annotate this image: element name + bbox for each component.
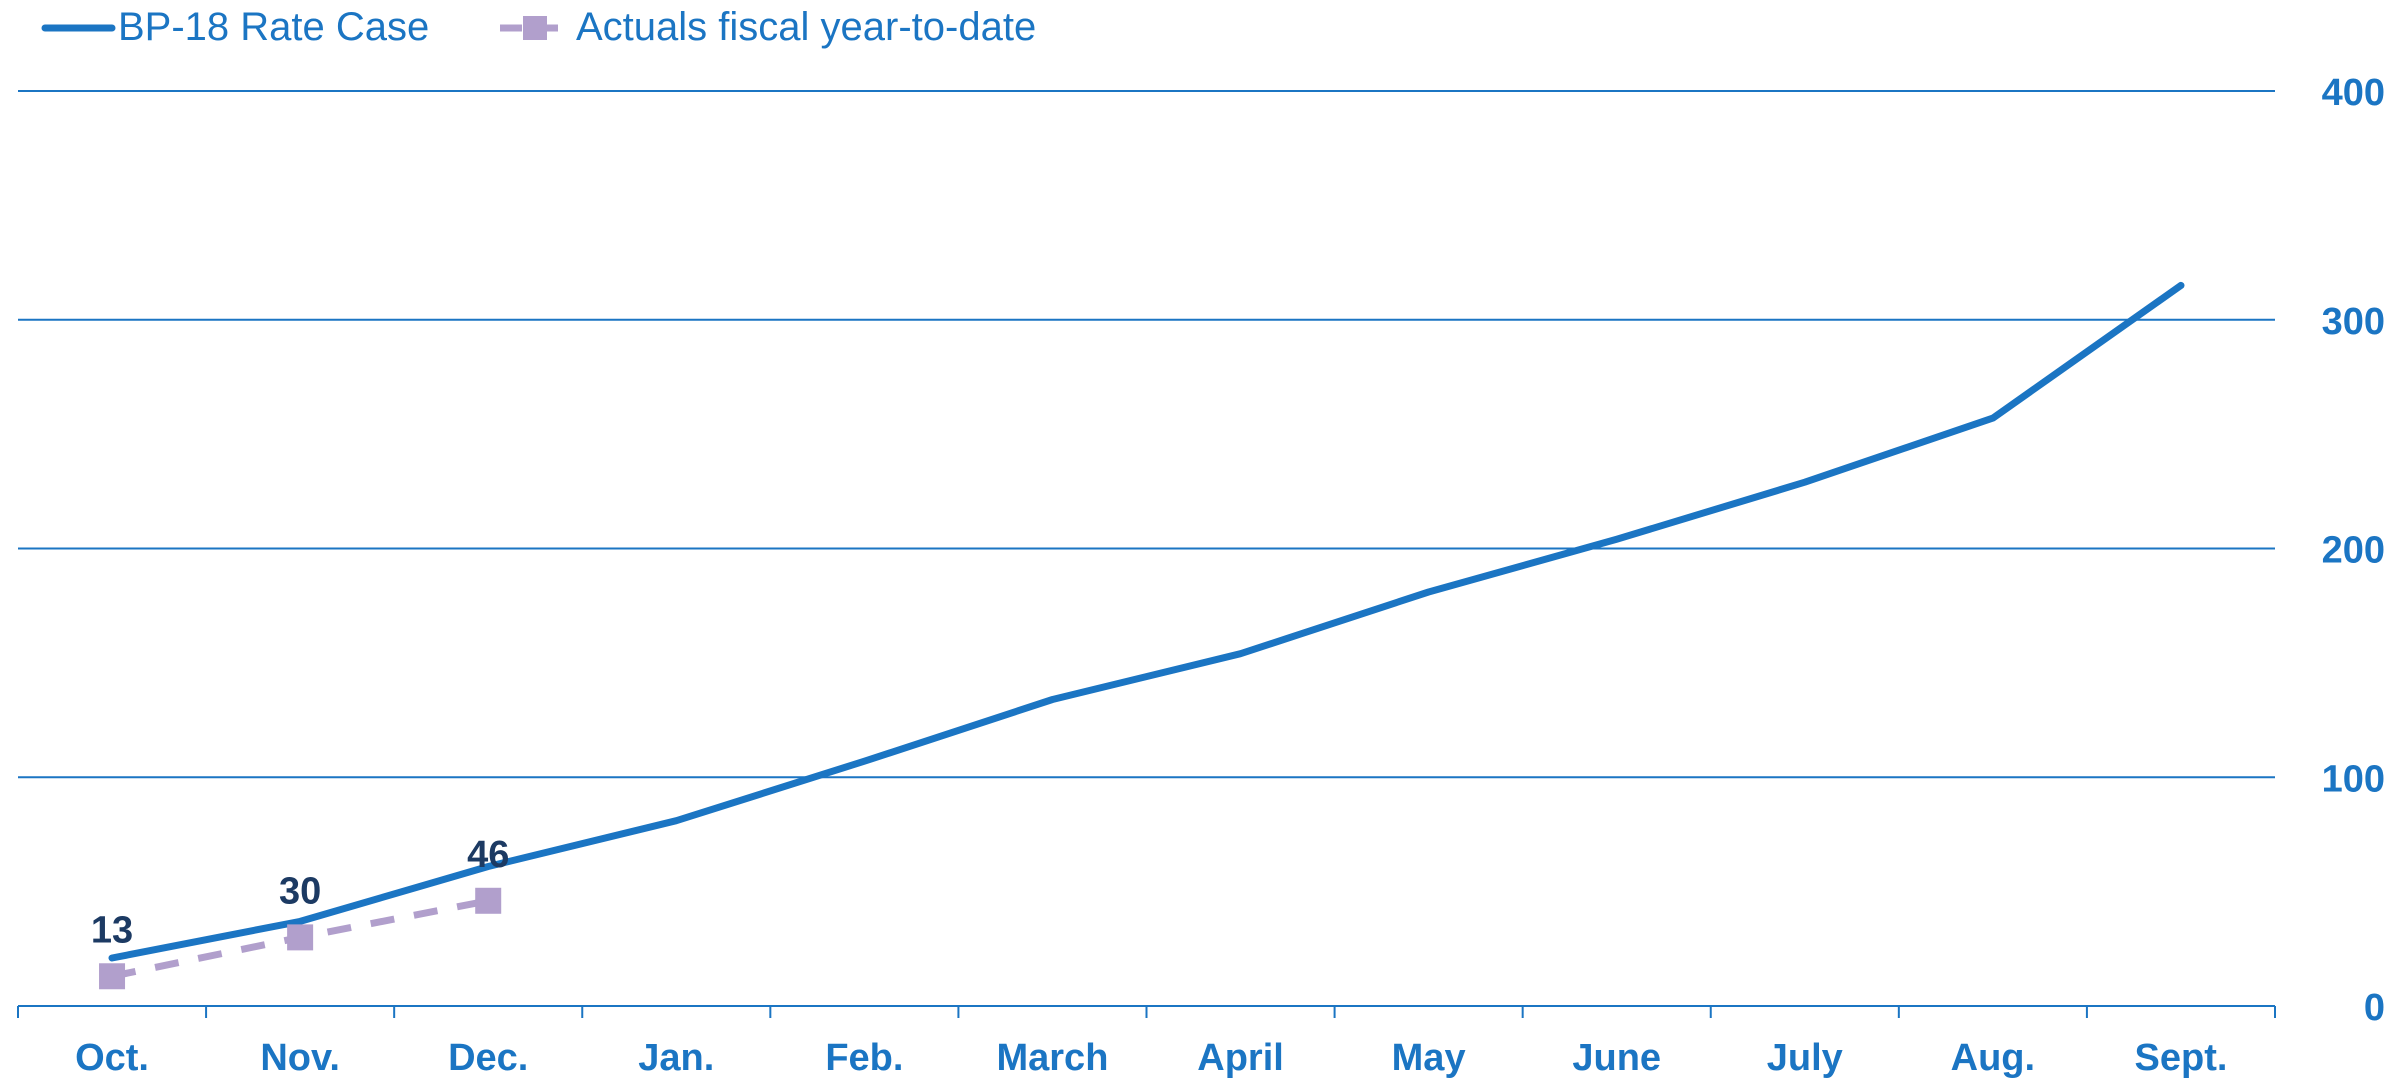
x-tick-label: March (996, 1037, 1108, 1079)
y-tick-label: 300 (2322, 301, 2385, 343)
series-point (287, 924, 314, 951)
series-group (99, 281, 2185, 990)
data-label: 13 (91, 909, 133, 951)
x-tick-label: Nov. (260, 1037, 340, 1079)
data-label: 30 (279, 870, 321, 912)
series-point (99, 963, 126, 990)
x-tick-label: Dec. (448, 1037, 528, 1079)
series-line-0 (108, 281, 2185, 962)
gridlines (18, 90, 2275, 779)
legend-label-rate-case: BP-18 Rate Case (118, 5, 429, 49)
legend: BP-18 Rate Case Actuals fiscal year-to-d… (41, 5, 1036, 49)
x-tick-label: Jan. (638, 1037, 714, 1079)
legend-label-actuals: Actuals fiscal year-to-date (576, 5, 1036, 49)
y-tick-label: 100 (2322, 758, 2385, 800)
x-tick-label: Sept. (2135, 1037, 2228, 1079)
x-tick-label: Aug. (1951, 1037, 2035, 1079)
x-tick-label: Feb. (825, 1037, 903, 1079)
y-tick-label: 0 (2364, 987, 2385, 1029)
data-label: 46 (467, 834, 509, 876)
series-point (475, 887, 502, 914)
y-tick-label: 400 (2322, 72, 2385, 114)
x-tick-label: July (1767, 1037, 1843, 1079)
x-tick-label: April (1197, 1037, 1284, 1079)
labels-group: 13 30 46 (91, 834, 509, 951)
legend-marker-actuals (523, 16, 547, 40)
x-tick-label: June (1572, 1037, 1661, 1079)
x-tick-label: May (1392, 1037, 1466, 1079)
axes: 0 100 200 300 400 Oct. Nov. Dec. Jan. Feb. March Ap… (17, 72, 2385, 1079)
x-tick-label: Oct. (75, 1037, 149, 1079)
y-tick-label: 200 (2322, 530, 2385, 572)
